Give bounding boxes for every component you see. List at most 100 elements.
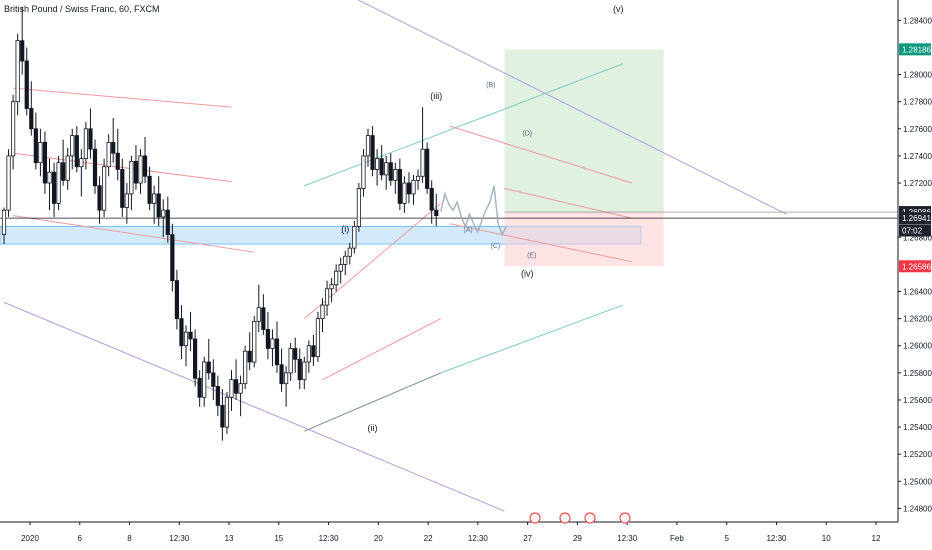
candle-body xyxy=(270,338,275,349)
price-tick-label: 1.25800 xyxy=(903,369,932,378)
candle-body xyxy=(56,162,61,204)
candle-body xyxy=(393,169,398,181)
downtrend-upper[interactable] xyxy=(277,0,787,215)
time-tick-label: 6 xyxy=(78,534,83,543)
triangle-upper[interactable] xyxy=(449,125,633,184)
candle-body xyxy=(425,148,430,189)
candle-body xyxy=(115,152,120,170)
time-tick-label: 12:30 xyxy=(169,534,190,543)
economic-event-icon[interactable] xyxy=(529,512,541,524)
candle-body xyxy=(161,209,166,218)
candle-body xyxy=(338,263,343,272)
candle-body xyxy=(261,307,266,330)
wave-label: (D) xyxy=(522,131,532,138)
time-tick-label: 15 xyxy=(274,534,283,543)
candle-body xyxy=(315,318,321,357)
green-projection-high[interactable] xyxy=(304,63,623,187)
candle-body xyxy=(265,329,271,349)
candle-body xyxy=(397,169,402,204)
candle-body xyxy=(356,188,362,227)
downtrend-lower[interactable] xyxy=(3,301,505,512)
candle-body xyxy=(183,331,189,347)
candle-body xyxy=(347,247,352,257)
candle-body xyxy=(174,280,179,320)
candle-body xyxy=(147,175,152,204)
candle-body xyxy=(133,160,139,184)
time-tick-label: 29 xyxy=(573,534,582,543)
economic-event-icon[interactable] xyxy=(584,512,596,524)
candle-body xyxy=(165,209,170,235)
price-badge-label: 07:02 xyxy=(902,226,923,235)
candle-body xyxy=(192,338,198,379)
economic-event-icon[interactable] xyxy=(559,512,571,524)
price-tick-label: 1.27600 xyxy=(903,125,932,134)
candle-body xyxy=(256,307,261,322)
candle-body xyxy=(188,331,193,340)
price-axis-bg xyxy=(898,0,932,550)
forecast-path[interactable] xyxy=(440,185,507,237)
price-tick-label: 1.27400 xyxy=(903,152,932,161)
candle-body xyxy=(1,209,7,235)
candle-body xyxy=(120,169,125,208)
candle-body xyxy=(206,361,211,374)
candle-body xyxy=(311,345,316,357)
channel-up-lower[interactable] xyxy=(322,318,442,381)
candle-body xyxy=(420,148,425,177)
price-tick-label: 1.28000 xyxy=(903,71,932,80)
price-badge xyxy=(899,43,931,56)
time-tick-label: 12:30 xyxy=(617,534,638,543)
channel-lower-left[interactable] xyxy=(13,215,255,253)
time-tick-label: 12:30 xyxy=(468,534,489,543)
position-stop-zone[interactable] xyxy=(504,212,664,267)
candle-body xyxy=(142,155,148,177)
time-tick-label: 12 xyxy=(872,534,881,543)
candle-body xyxy=(6,155,11,211)
candle-body xyxy=(111,141,116,154)
candle-body xyxy=(38,141,43,164)
time-tick-label: 8 xyxy=(127,534,132,543)
candle-body xyxy=(97,185,102,211)
time-tick-label: 20 xyxy=(374,534,383,543)
price-badge-label: 1.28186 xyxy=(902,45,931,54)
candle-body xyxy=(229,379,234,398)
candle-body xyxy=(274,338,280,366)
candle-body xyxy=(170,234,175,282)
candle-body xyxy=(224,396,230,428)
channel-upper-left[interactable] xyxy=(13,87,232,108)
candle-body xyxy=(61,162,66,181)
time-tick-label: 12:30 xyxy=(766,534,787,543)
candle-body xyxy=(329,284,334,290)
wave-label: (B) xyxy=(486,82,495,89)
candle-body xyxy=(297,358,302,381)
candle-body xyxy=(384,162,389,176)
candle-body xyxy=(411,179,416,195)
price-badge xyxy=(899,212,931,225)
candle-body xyxy=(288,348,293,374)
candle-body xyxy=(379,158,384,176)
candle-body xyxy=(129,160,134,195)
candle-body xyxy=(243,350,248,385)
wave-ii-support[interactable] xyxy=(304,372,441,432)
candle-body xyxy=(233,379,239,394)
price-tick-label: 1.25000 xyxy=(903,477,932,486)
triangle-lower[interactable] xyxy=(449,223,633,263)
channel-up-upper[interactable] xyxy=(303,202,442,320)
chart-title: British Pound / Swiss Franc, 60, FXCM xyxy=(4,4,160,14)
candle-body xyxy=(20,40,25,62)
price-tick-label: 1.25200 xyxy=(903,450,932,459)
green-projection-low[interactable] xyxy=(440,304,623,374)
position-target-zone[interactable] xyxy=(504,49,664,213)
time-tick-label: 27 xyxy=(523,534,532,543)
economic-event-icon[interactable] xyxy=(619,512,631,524)
wave-label: (v) xyxy=(613,4,624,14)
candle-body xyxy=(152,193,157,204)
wave-label: (A) xyxy=(463,227,472,234)
candle-body xyxy=(51,171,57,204)
candle-body xyxy=(302,361,307,381)
triangle-mid[interactable] xyxy=(504,187,633,219)
candle-body xyxy=(15,40,20,103)
candle-body xyxy=(434,209,439,216)
candle-body xyxy=(102,166,107,211)
price-tick-label: 1.24800 xyxy=(903,504,932,513)
